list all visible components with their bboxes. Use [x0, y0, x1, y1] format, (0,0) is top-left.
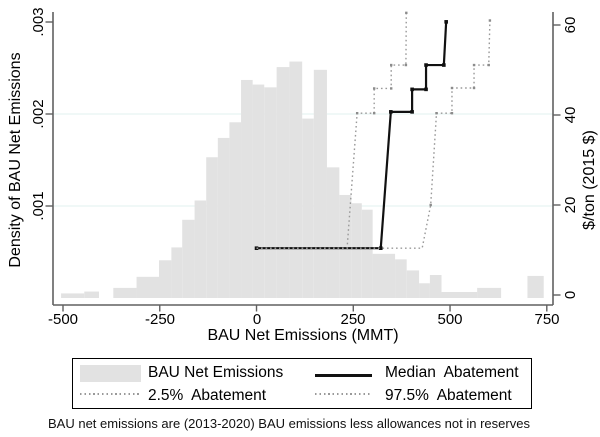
abatement-point-marker: [472, 63, 476, 67]
abatement-point-marker: [390, 63, 393, 67]
histogram-bar: [252, 84, 265, 298]
abatement-point-marker: [487, 63, 490, 67]
histogram-bar: [61, 293, 85, 298]
histogram-bar: [171, 247, 183, 298]
y-right-tick-20: 20: [562, 196, 579, 214]
abatement-point-marker: [429, 203, 432, 207]
histogram-bar: [206, 157, 218, 298]
median-point-marker: [424, 63, 428, 67]
histogram-bar: [264, 87, 277, 298]
y-left-tick-002: .002: [30, 99, 47, 129]
abatement-point-marker: [450, 86, 454, 90]
abatement-point-marker: [472, 86, 476, 90]
histogram-bar: [241, 79, 253, 299]
histogram-bar: [395, 259, 407, 298]
abatement-point-marker: [372, 87, 376, 90]
y-left-tick-003: .003: [30, 7, 47, 37]
histogram-bar: [351, 203, 362, 298]
abatement-point-marker: [405, 11, 408, 15]
legend-label-median: Median Abatement: [385, 364, 519, 381]
legend-swatch-median-line: [315, 374, 372, 377]
histogram-bar: [217, 137, 230, 298]
histogram-bar: [276, 67, 290, 298]
abatement-point-marker: [372, 112, 376, 115]
x-tick-m250: -250: [144, 311, 176, 328]
x-tick-750: 750: [534, 311, 560, 328]
y-right-tick-40: 40: [562, 106, 579, 124]
histogram-bar: [429, 275, 442, 298]
histogram-bar: [302, 118, 314, 298]
histogram-bar: [136, 276, 159, 298]
median-point-marker: [389, 110, 393, 114]
histogram-bar: [406, 270, 420, 298]
histogram-bar: [113, 287, 137, 298]
legend-label-97-5: 97.5% Abatement: [385, 387, 512, 404]
histogram-bar: [326, 167, 340, 298]
histogram-bar: [372, 253, 396, 298]
x-axis-title: BAU Net Emissions (MMT): [207, 327, 399, 344]
histogram-bar: [477, 287, 502, 298]
x-tick-m500: -500: [47, 311, 79, 328]
median-point-marker: [442, 63, 446, 67]
median-point-marker: [444, 20, 448, 24]
x-tick-250: 250: [340, 311, 366, 328]
abatement-point-marker: [355, 112, 359, 115]
histogram-bar: [229, 122, 242, 298]
x-tick-500: 500: [437, 311, 463, 328]
histogram-bar: [182, 219, 195, 298]
median-point-marker: [378, 246, 383, 250]
figure-footnote: BAU net emissions are (2013-2020) BAU em…: [48, 416, 530, 431]
x-tick-0: 0: [252, 311, 262, 328]
abatement-point-marker: [435, 112, 438, 115]
legend-swatch-bau-histogram: [80, 365, 141, 382]
legend-label-bau: BAU Net Emissions: [148, 364, 284, 381]
histogram-bar: [84, 291, 99, 298]
97.5-abatement-line: [256, 20, 491, 249]
legend-swatch-97-5-line: [315, 393, 372, 395]
histogram-bar: [339, 194, 352, 298]
abatement-point-marker: [390, 87, 393, 90]
histogram-bar: [313, 69, 327, 298]
histogram-bar: [158, 260, 172, 298]
chart-canvas: [45, 11, 561, 312]
y-right-tick-0: 0: [562, 290, 579, 300]
median-point-marker: [410, 87, 414, 92]
histogram-bar: [441, 292, 478, 298]
2.5-abatement-line: [256, 12, 408, 249]
legend: BAU Net Emissions Median Abatement 2.5% …: [72, 358, 532, 409]
histogram-bar: [527, 275, 544, 298]
histogram-bar: [361, 209, 373, 298]
abatement-point-marker: [450, 112, 454, 115]
y-right-axis-title: $/ton (2015 $): [581, 130, 598, 230]
y-left-tick-001: .001: [30, 191, 47, 221]
median-point-marker: [424, 87, 428, 92]
abatement-point-marker: [404, 63, 408, 67]
y-left-axis-title: Density of BAU Net Emissions: [7, 52, 24, 268]
abatement-point-marker: [488, 19, 492, 22]
median-point-marker: [410, 110, 414, 114]
histogram-bar: [194, 200, 207, 298]
histogram-bar: [419, 283, 430, 298]
y-right-tick-60: 60: [562, 16, 579, 34]
histogram-bar: [289, 61, 303, 299]
legend-label-2-5: 2.5% Abatement: [148, 387, 267, 404]
legend-swatch-2-5-line: [80, 393, 141, 395]
